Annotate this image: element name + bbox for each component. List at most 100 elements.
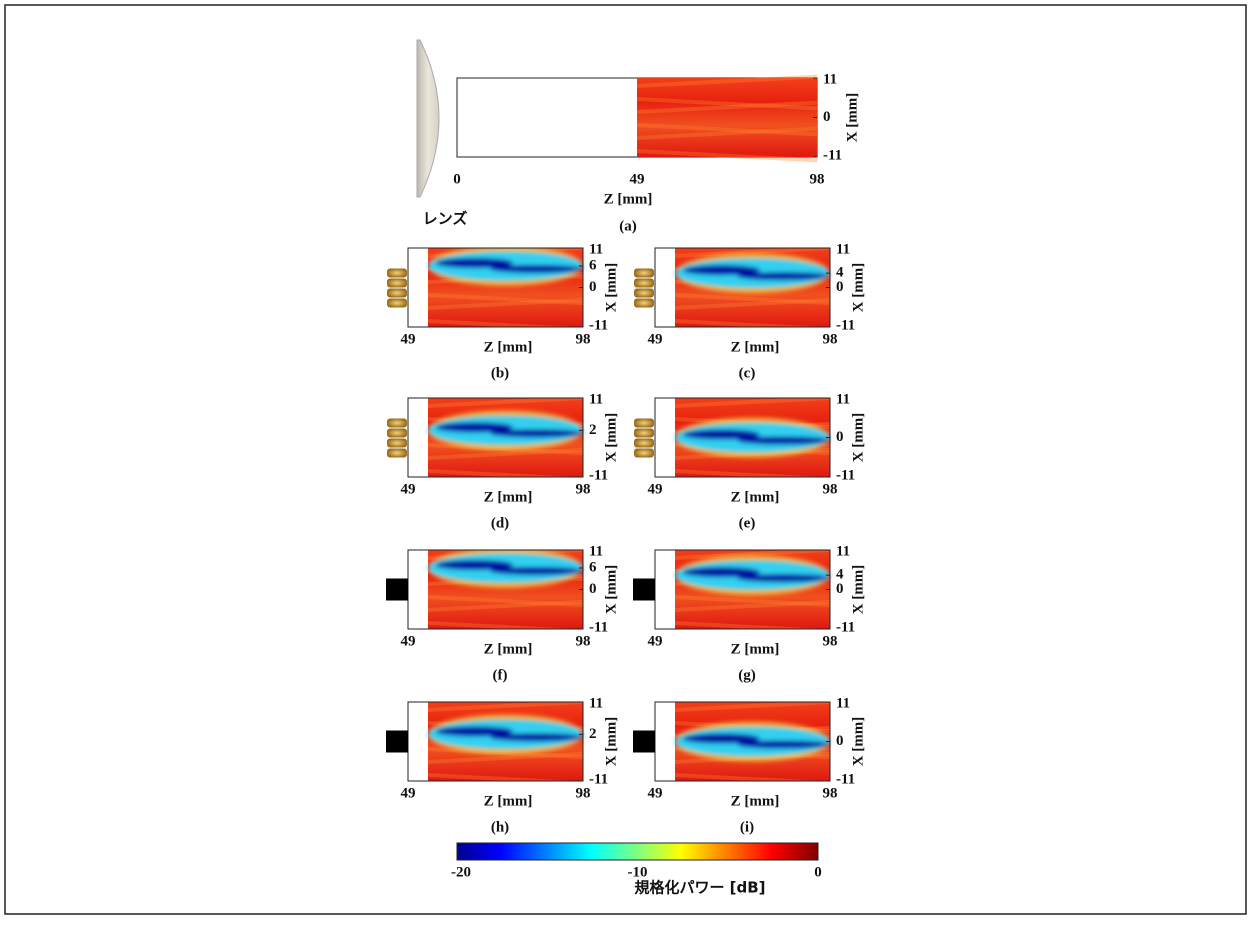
object-icon (387, 299, 407, 308)
panel-label: (f) (493, 667, 508, 683)
y-tick-label: -11 (836, 771, 855, 787)
y-tick-label: 11 (589, 695, 603, 711)
shadow-band (428, 714, 583, 754)
object-icon (387, 449, 407, 458)
colorbar-label: 規格化パワー [dB] (634, 879, 765, 897)
y-tick-label: 11 (836, 241, 850, 257)
x-tick-label: 98 (576, 633, 591, 649)
y-tick-label: 11 (589, 543, 603, 559)
x-tick-label: 49 (401, 633, 416, 649)
x-tick-label: 49 (648, 633, 663, 649)
shadow-band (675, 418, 830, 458)
y-axis-label: X [mm] (844, 93, 860, 143)
y-tick-label: 0 (836, 279, 844, 295)
y-tick-label: 2 (589, 726, 597, 742)
x-tick-label: 98 (810, 171, 825, 187)
y-axis-label: X [mm] (850, 413, 866, 463)
object-icon (634, 279, 654, 288)
x-axis-label: Z [mm] (731, 489, 780, 505)
object-icon (634, 299, 654, 308)
x-axis-label: Z [mm] (604, 191, 653, 207)
shadow-band (428, 548, 583, 588)
x-tick-label: 49 (630, 171, 645, 187)
shadow-band (675, 555, 830, 595)
object-icon (386, 579, 408, 601)
panel-label: (a) (619, 218, 637, 234)
y-tick-label: 11 (836, 391, 850, 407)
y-axis-label: X [mm] (603, 413, 619, 463)
object-icon (387, 439, 407, 448)
y-axis-label: X [mm] (850, 717, 866, 767)
y-tick-label: 11 (823, 71, 837, 87)
band-core (737, 437, 830, 445)
band-core (737, 574, 830, 582)
panel: 112-114998Z [mm]X [mm](h) (386, 690, 619, 835)
y-axis-label: X [mm] (850, 565, 866, 615)
y-tick-label: -11 (589, 619, 608, 635)
heatmap-clip (428, 327, 583, 339)
x-tick-label: 98 (823, 481, 838, 497)
heatmap-clip (428, 690, 583, 702)
y-axis-label: X [mm] (850, 263, 866, 313)
y-axis-label: X [mm] (603, 263, 619, 313)
x-tick-label: 98 (823, 331, 838, 347)
heatmap-clip (675, 690, 830, 702)
y-axis-label: X [mm] (603, 717, 619, 767)
x-tick-label: 49 (401, 785, 416, 801)
x-tick-label: 49 (648, 481, 663, 497)
heatmap-clip (675, 538, 830, 550)
y-tick-label: 11 (836, 543, 850, 559)
object-icon (634, 439, 654, 448)
panel: 110-1104998Z [mm]X [mm](a) (453, 71, 860, 234)
x-tick-label: 98 (823, 633, 838, 649)
object-icon (387, 279, 407, 288)
x-axis-label: Z [mm] (484, 489, 533, 505)
panel-label: (c) (739, 365, 756, 381)
shadow-band (428, 410, 583, 450)
y-tick-label: 6 (589, 559, 597, 575)
y-tick-label: 0 (589, 581, 597, 597)
y-tick-label: 0 (589, 279, 597, 295)
heatmap-clip (428, 386, 583, 398)
heatmap-clip (675, 629, 830, 641)
y-tick-label: 11 (589, 241, 603, 257)
band-core (490, 567, 583, 575)
band-core (737, 272, 830, 280)
lens-image (417, 40, 439, 197)
colorbar-tick-label: 0 (814, 864, 822, 880)
x-tick-label: 98 (576, 331, 591, 347)
y-tick-label: 2 (589, 422, 597, 438)
object-icon (634, 449, 654, 458)
heatmap-clip (428, 538, 583, 550)
panel-label: (h) (491, 819, 509, 835)
shadow-band (428, 246, 583, 286)
heatmap-clip (428, 236, 583, 248)
object-icon (387, 429, 407, 438)
heatmap-clip (428, 781, 583, 793)
y-tick-label: -11 (836, 619, 855, 635)
object-icon (634, 429, 654, 438)
heatmap-clip (675, 327, 830, 339)
figure: レンズ 110-1104998Z [mm]X [mm](a)1160-11499… (0, 0, 1253, 920)
object-icon (634, 289, 654, 298)
panel-label: (d) (491, 515, 509, 531)
band-core (490, 265, 583, 273)
x-tick-label: 98 (823, 785, 838, 801)
panel: 1160-114998Z [mm]X [mm](b) (387, 236, 619, 381)
y-tick-label: -11 (589, 317, 608, 333)
shadow-band (675, 722, 830, 762)
y-tick-label: 11 (836, 695, 850, 711)
object-icon (387, 269, 407, 278)
x-tick-label: 98 (576, 785, 591, 801)
lens-label: レンズ (423, 210, 468, 228)
panel-label: (b) (491, 365, 509, 381)
y-tick-label: -11 (589, 467, 608, 483)
heatmap-clip (428, 477, 583, 489)
page: {"lens_label": "レンズ", "panels": [ {"labe… (0, 0, 1253, 920)
heatmap-clip (675, 236, 830, 248)
x-tick-label: 98 (576, 481, 591, 497)
x-tick-label: 0 (453, 171, 461, 187)
